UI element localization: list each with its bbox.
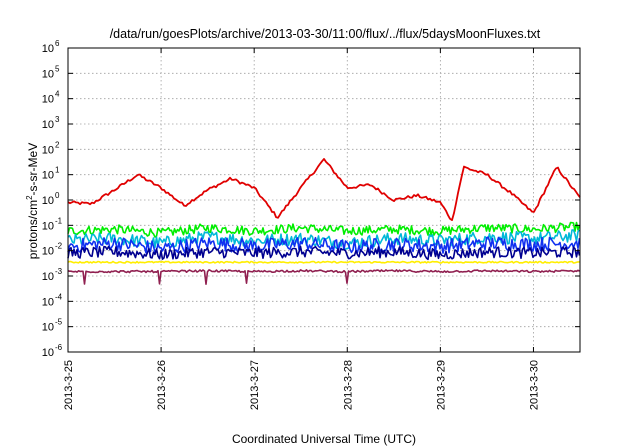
y-tick-exponent: -5 — [55, 318, 63, 327]
y-tick-base: 10 — [42, 119, 54, 131]
y-tick-label: 10 — [42, 296, 54, 308]
y-tick-base: 10 — [42, 94, 54, 106]
y-tick-base: 10 — [42, 296, 54, 308]
y-tick-label: 10 — [42, 43, 54, 55]
x-tick-label: 2013-3-27 — [249, 360, 261, 410]
x-axis-ticks: 2013-3-25 2013-3-26 2013-3-27 2013-3-28 2013… — [63, 48, 540, 410]
series-line-6 — [67, 260, 580, 264]
series-line-2 — [67, 221, 581, 238]
grid — [67, 47, 580, 353]
y-tick-label: 10 — [42, 246, 54, 258]
y-tick-label: 10 — [42, 94, 54, 106]
y-axis-label-main: protons/cm — [26, 200, 40, 259]
x-tick-label: 2013-3-28 — [342, 360, 354, 410]
y-tick-exponent: 2 — [55, 140, 60, 149]
y-tick-base: 10 — [42, 144, 54, 156]
chart-title: /data/run/goesPlots/archive/2013-03-30/1… — [110, 27, 541, 41]
y-tick-label: 10 — [42, 322, 54, 334]
y-tick-base: 10 — [42, 68, 54, 80]
x-tick-label: 2013-3-30 — [528, 360, 540, 410]
y-tick-exponent: -3 — [55, 267, 63, 276]
y-tick-base: 10 — [42, 43, 54, 55]
y-tick-exponent: -6 — [55, 343, 63, 352]
y-tick-base: 10 — [42, 195, 54, 207]
series-line-5 — [67, 245, 581, 261]
y-tick-label: 10 — [42, 195, 54, 207]
x-axis-label: Coordinated Universal Time (UTC) — [232, 432, 416, 446]
y-tick-label: 10 — [42, 220, 54, 232]
y-tick-base: 10 — [42, 246, 54, 258]
y-tick-label: 10 — [42, 347, 54, 359]
x-tick-label: 2013-3-26 — [156, 360, 168, 410]
y-axis-label-sup: 2 — [25, 195, 34, 200]
y-tick-exponent: 4 — [55, 90, 60, 99]
y-tick-base: 10 — [42, 347, 54, 359]
y-tick-exponent: 5 — [55, 64, 60, 73]
y-tick-base: 10 — [42, 322, 54, 334]
y-tick-label: 10 — [42, 144, 54, 156]
y-tick-exponent: 6 — [55, 39, 60, 48]
y-tick-exponent: -4 — [55, 292, 63, 301]
y-tick-label: 10 — [42, 271, 54, 283]
y-tick-label: 10 — [42, 170, 54, 182]
series-lines — [67, 157, 581, 286]
y-tick-exponent: -1 — [55, 216, 63, 225]
series-line-4 — [67, 236, 581, 254]
series-line-7 — [67, 269, 580, 286]
y-tick-exponent: 3 — [55, 115, 60, 124]
y-tick-label: 10 — [42, 119, 54, 131]
y-axis-label-tail: -s-sr-MeV — [26, 143, 40, 196]
y-tick-exponent: -2 — [55, 242, 63, 251]
y-tick-base: 10 — [42, 170, 54, 182]
y-tick-exponent: 0 — [55, 191, 60, 200]
y-tick-base: 10 — [42, 220, 54, 232]
y-tick-exponent: 1 — [55, 166, 60, 175]
y-tick-label: 10 — [42, 68, 54, 80]
x-tick-label: 2013-3-25 — [63, 360, 75, 410]
y-tick-base: 10 — [42, 271, 54, 283]
series-line-1 — [67, 157, 581, 222]
x-tick-label: 2013-3-29 — [435, 360, 447, 410]
y-axis-label: protons/cm2-s-sr-MeV — [25, 143, 40, 259]
y-axis-ticks: 10 -610 -510 -410 -310 -210 -110 010 110 210 310 41… — [42, 39, 580, 359]
